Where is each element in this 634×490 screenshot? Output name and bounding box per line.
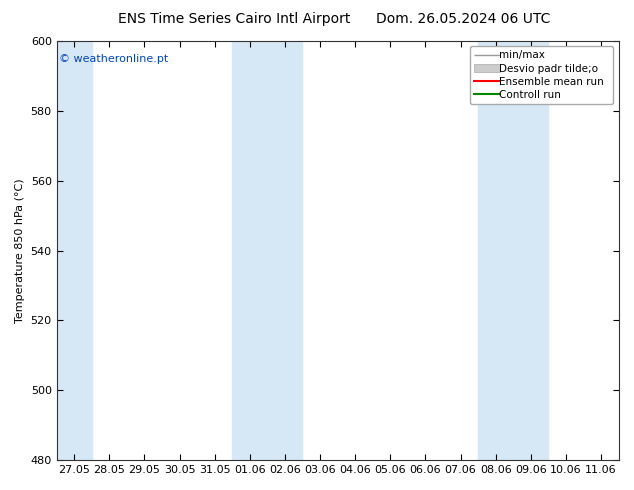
Bar <box>478 41 548 460</box>
Text: ENS Time Series Cairo Intl Airport: ENS Time Series Cairo Intl Airport <box>119 12 351 26</box>
Y-axis label: Temperature 850 hPa (°C): Temperature 850 hPa (°C) <box>15 178 25 323</box>
Text: © weatheronline.pt: © weatheronline.pt <box>60 53 169 64</box>
Bar <box>56 41 92 460</box>
Text: Dom. 26.05.2024 06 UTC: Dom. 26.05.2024 06 UTC <box>375 12 550 26</box>
Legend: min/max, Desvio padr tilde;o, Ensemble mean run, Controll run: min/max, Desvio padr tilde;o, Ensemble m… <box>470 46 613 104</box>
Bar <box>232 41 302 460</box>
